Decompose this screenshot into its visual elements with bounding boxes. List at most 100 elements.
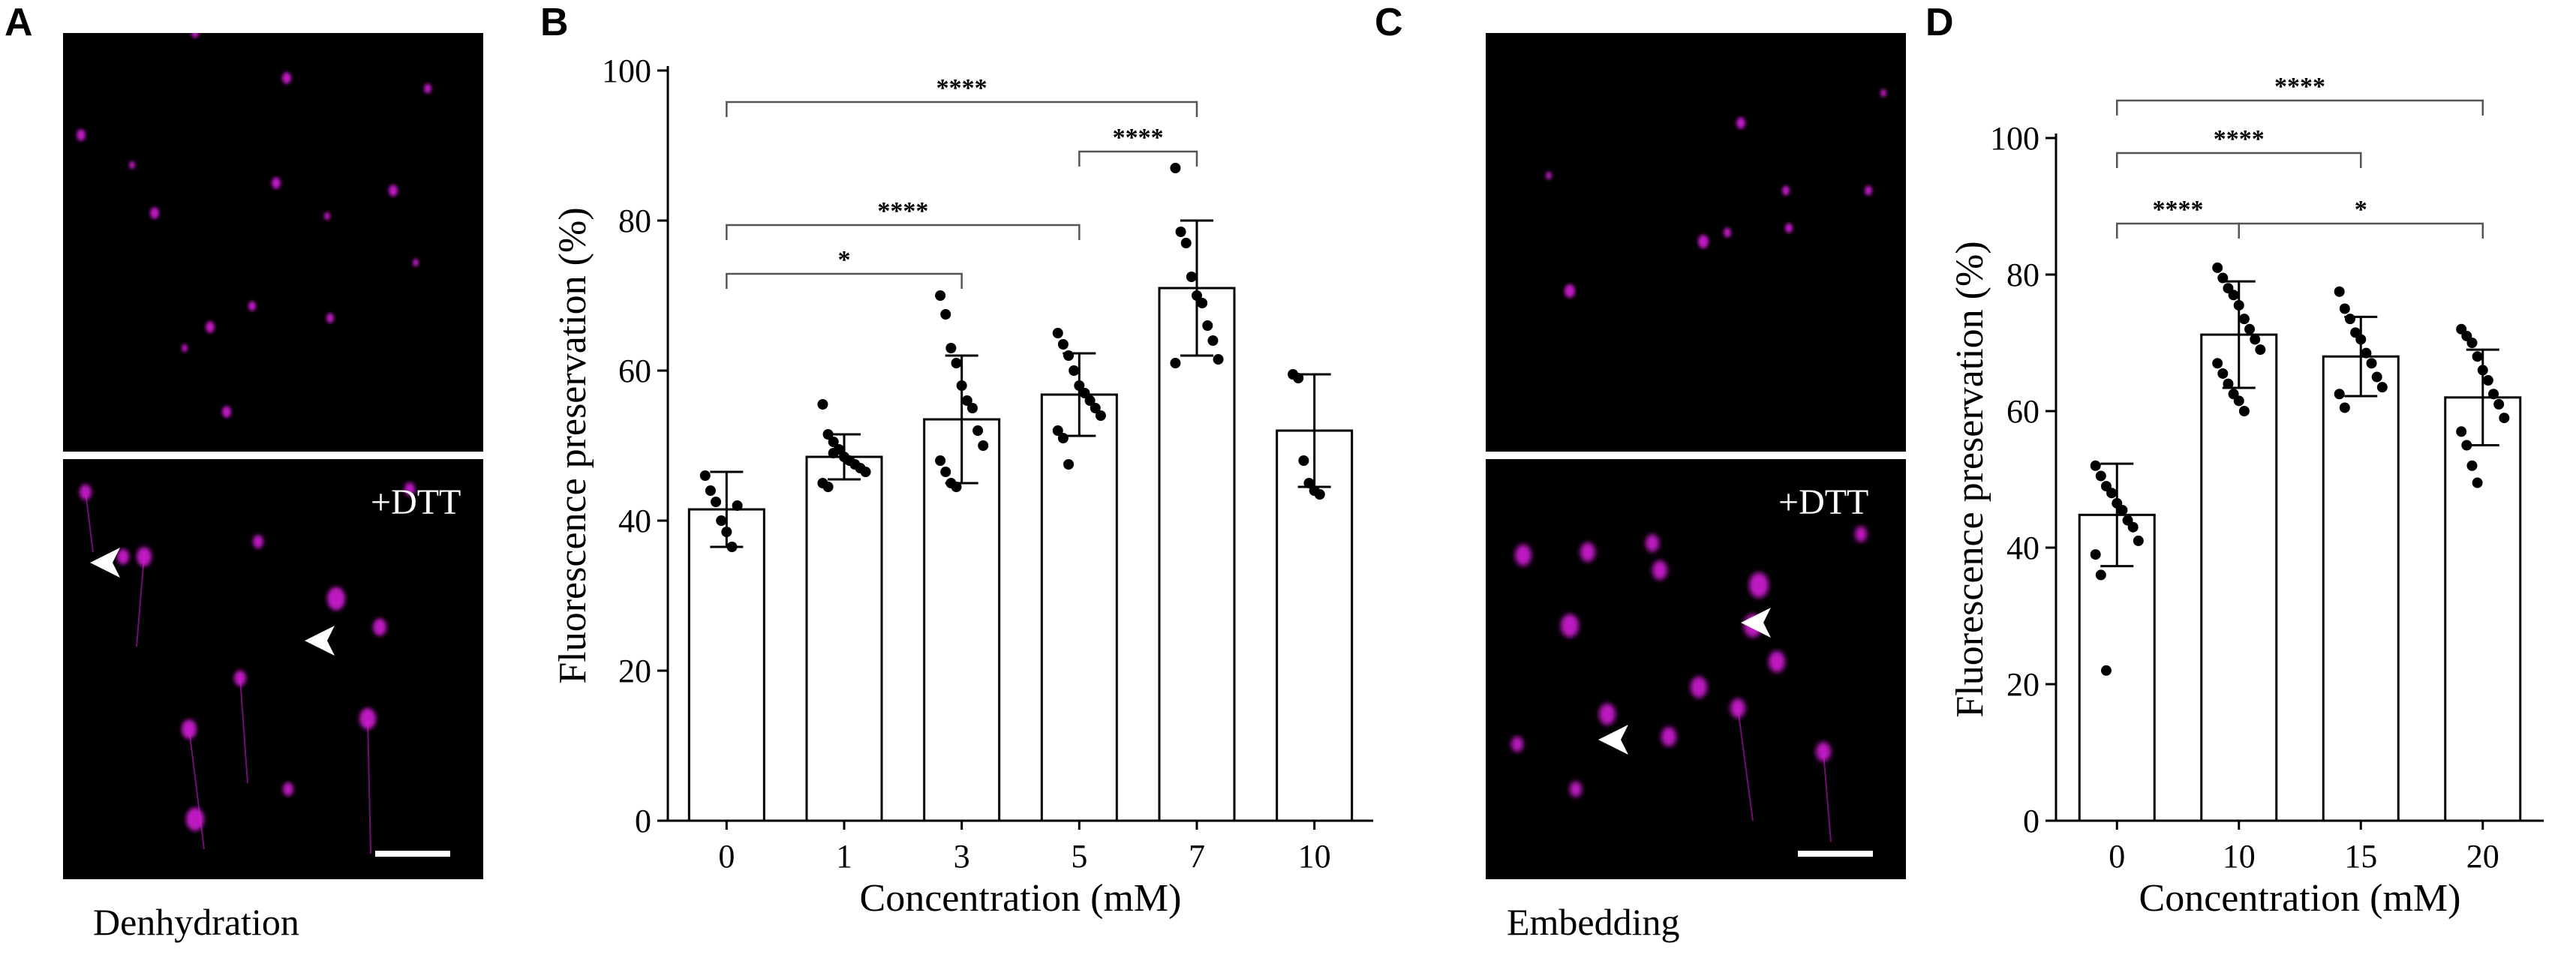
data-point (961, 395, 972, 406)
data-point (822, 429, 834, 440)
neuron-cell (1816, 742, 1831, 761)
data-point (828, 437, 839, 447)
neuron-cell (1565, 284, 1575, 299)
significance-bracket (726, 272, 963, 289)
neuron-cell (1561, 614, 1579, 638)
data-point (1057, 339, 1069, 350)
y-tick-label: 20 (618, 653, 651, 689)
neuron-cell (234, 670, 246, 686)
data-point (1052, 328, 1063, 338)
data-point (2355, 334, 2367, 345)
significance-bracket (726, 224, 1081, 240)
data-point (935, 290, 946, 301)
neurite (367, 718, 371, 854)
significance-label: **** (936, 74, 987, 102)
significance-label: **** (877, 197, 928, 225)
neurite (239, 677, 248, 784)
data-point (2233, 395, 2244, 407)
significance-bracket (2116, 99, 2484, 116)
neuron-cell (1865, 185, 1872, 196)
y-tick-label: 20 (2006, 666, 2039, 703)
neuron-cell (282, 72, 291, 84)
x-tick-label: 10 (2223, 838, 2256, 875)
significance-label: **** (1113, 124, 1164, 152)
x-axis-label: Concentration (mM) (2139, 877, 2461, 920)
neuron-cell (77, 129, 86, 141)
panel-label-d: D (1925, 1, 1954, 44)
neuron-cell (186, 807, 204, 831)
data-point (1063, 350, 1075, 361)
x-tick-label: 1 (836, 838, 852, 875)
data-point (2212, 262, 2223, 273)
micrograph-a-control (63, 33, 483, 452)
data-point (2466, 460, 2478, 471)
neuron-cell (137, 547, 152, 566)
y-axis-label: Fluorescence preservation (%) (552, 207, 594, 683)
data-point (1069, 365, 1080, 376)
data-point (1298, 455, 1309, 466)
data-point (945, 343, 957, 353)
neuron-cell (1652, 560, 1667, 580)
data-point (1303, 478, 1315, 488)
arrowhead-icon (90, 548, 120, 578)
significance-label: * (838, 246, 851, 274)
data-point (2339, 402, 2350, 413)
y-tick-label: 0 (635, 803, 651, 839)
x-tick-label: 0 (2109, 838, 2125, 875)
data-point (1079, 388, 1090, 398)
data-point (2217, 272, 2229, 284)
neuron-cell (191, 33, 199, 38)
y-tick-label: 100 (1990, 120, 2039, 157)
neuron-cell (1785, 223, 1793, 233)
data-point (2366, 358, 2377, 369)
neuron-cell (1515, 544, 1531, 566)
data-point (1170, 163, 1181, 173)
neuron-cell (1782, 185, 1790, 196)
neuron-cell (327, 587, 345, 611)
data-point (2127, 521, 2139, 533)
data-point (2376, 382, 2388, 393)
neuron-cell (182, 344, 188, 353)
data-point (2334, 286, 2345, 297)
neuron-cell (182, 719, 197, 739)
data-point (2238, 314, 2250, 325)
data-point (2339, 303, 2350, 314)
significance-bracket (2238, 222, 2484, 239)
data-point (2244, 323, 2256, 335)
neuron-cell (1749, 572, 1769, 598)
data-point (2217, 368, 2229, 379)
neuron-cell (1880, 89, 1886, 98)
neuron-cell (80, 484, 92, 500)
significance-bracket (726, 101, 1198, 117)
data-point (699, 470, 711, 481)
data-point (2493, 398, 2505, 410)
y-tick-label: 0 (2023, 803, 2039, 839)
data-point (1186, 272, 1197, 282)
data-point (972, 425, 984, 436)
data-point (2090, 460, 2101, 471)
data-point (966, 403, 978, 413)
data-point (2361, 347, 2372, 359)
significance-bracket (1078, 150, 1198, 167)
significance-label: **** (2274, 73, 2325, 101)
arrowhead-icon (305, 626, 335, 656)
data-point (2228, 290, 2239, 301)
data-point (1074, 380, 1085, 391)
significance-label: **** (2214, 125, 2265, 153)
panel-label-a: A (5, 1, 33, 44)
neurite (1823, 751, 1832, 842)
neuron-cell (248, 301, 256, 311)
data-point (2488, 389, 2499, 400)
data-point (2223, 378, 2234, 389)
data-point (2106, 488, 2118, 499)
data-point (711, 497, 722, 507)
neuron-cell (1546, 171, 1552, 180)
data-point (860, 467, 871, 477)
panel-label-c: C (1375, 1, 1403, 44)
neuron-cell (117, 548, 129, 565)
arrowhead-icon (1598, 725, 1628, 755)
data-point (951, 358, 962, 368)
bar (1040, 393, 1118, 822)
y-tick-label: 60 (618, 353, 651, 389)
data-point (1090, 403, 1101, 413)
